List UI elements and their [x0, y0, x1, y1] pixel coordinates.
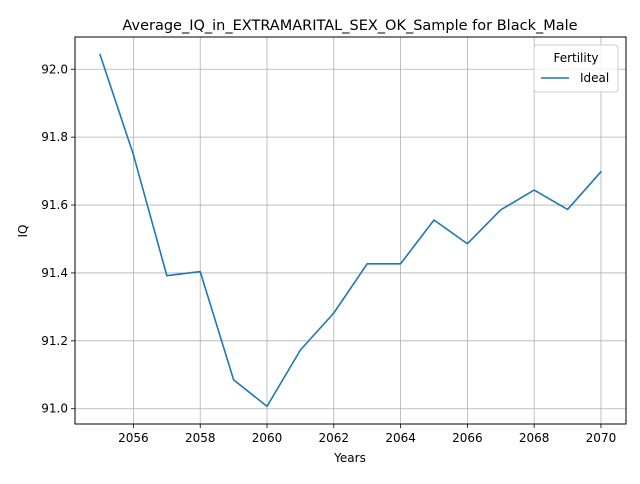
y-tick-label: 91.4: [41, 266, 68, 280]
legend: Fertility Ideal: [533, 44, 619, 93]
y-tick-label: 91.6: [41, 198, 68, 212]
x-tick-label: 2070: [586, 431, 617, 445]
legend-title: Fertility: [553, 51, 598, 65]
y-tick-label: 92.0: [41, 62, 68, 76]
plot-frame: [74, 36, 627, 425]
ticks: 2056 2058 2060 2062 2064 2066 2068 2070 91.0 91.2…: [41, 62, 616, 445]
x-tick-label: 2066: [452, 431, 483, 445]
y-axis-label: IQ: [16, 225, 30, 238]
legend-box: [533, 44, 619, 93]
grid: [75, 37, 626, 424]
x-tick-label: 2056: [118, 431, 149, 445]
x-tick-label: 2058: [185, 431, 216, 445]
x-axis-label: Years: [333, 451, 366, 465]
y-tick-label: 91.0: [41, 402, 68, 416]
series-line-ideal: [99, 53, 603, 408]
x-tick-label: 2064: [385, 431, 416, 445]
x-tick-label: 2062: [319, 431, 350, 445]
y-tick-label: 91.2: [41, 334, 68, 348]
series-layer: [99, 53, 603, 408]
x-tick-label: 2068: [519, 431, 550, 445]
x-tick-label: 2060: [252, 431, 283, 445]
y-tick-label: 91.8: [41, 130, 68, 144]
chart-title: Average_IQ_in_EXTRAMARITAL_SEX_OK_Sample…: [122, 18, 577, 34]
legend-entry-ideal: Ideal: [580, 71, 609, 85]
